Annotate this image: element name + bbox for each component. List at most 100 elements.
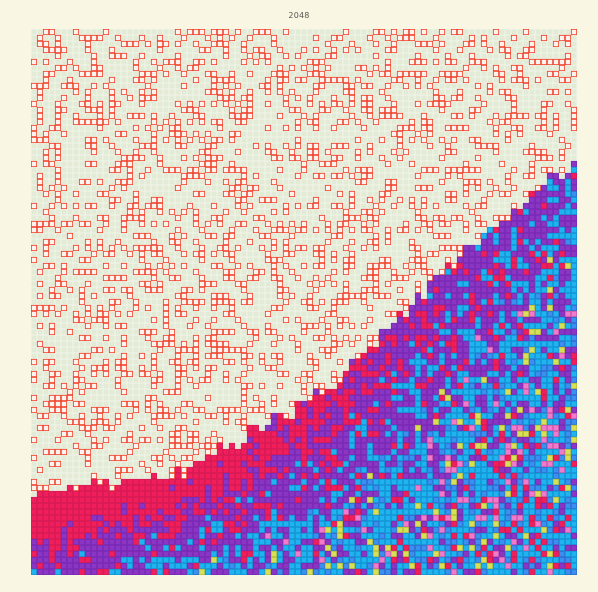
empty-cell [241,143,247,149]
empty-cell [73,293,79,299]
tile [216,136,224,144]
tile [354,76,362,84]
tile [276,544,284,552]
tile [192,340,200,348]
tile [42,250,50,258]
tile [258,532,266,540]
empty-cell [229,377,235,383]
tile [324,52,332,60]
tile [180,400,188,408]
tile [36,178,44,186]
empty-cell [295,149,301,155]
empty-cell [241,83,247,89]
empty-cell [217,323,223,329]
empty-cell [49,257,55,263]
tile [210,160,218,168]
tile [84,550,92,558]
empty-cell [241,365,247,371]
empty-cell [343,149,349,155]
tile [192,382,200,390]
tile [276,220,284,228]
empty-cell [145,239,151,245]
game-board[interactable] [31,29,577,575]
tile [204,448,212,456]
empty-cell [169,155,175,161]
board-grid[interactable] [31,29,577,575]
empty-cell [109,215,115,221]
tile [78,400,86,408]
tile [174,142,182,150]
empty-cell [85,29,91,35]
tile [186,430,194,438]
empty-cell [181,377,187,383]
tile [31,202,38,210]
empty-cell [223,383,229,389]
empty-cell [325,95,331,101]
tile [132,76,140,84]
empty-cell [85,437,91,443]
empty-cell [133,437,139,443]
empty-cell [109,257,115,263]
empty-cell [199,95,205,101]
tile [336,202,344,210]
empty-cell [31,329,37,335]
tile [306,292,314,300]
tile [300,568,308,575]
empty-cell [37,101,43,107]
tile [240,484,248,492]
tile [114,520,122,528]
tile [150,58,158,66]
tile [228,274,236,282]
tile [282,436,290,444]
tile [60,526,68,534]
tile [96,490,104,498]
empty-cell [157,269,163,275]
tile [54,172,62,180]
empty-cell [229,215,235,221]
tile [276,274,284,282]
empty-cell [307,65,313,71]
tile [270,196,278,204]
empty-cell [85,389,91,395]
empty-cell [319,341,325,347]
tile [258,430,266,438]
empty-cell [217,335,223,341]
empty-cell [73,125,79,131]
empty-cell [97,389,103,395]
empty-cell [295,209,301,215]
empty-cell [343,191,349,197]
empty-cell [151,65,157,71]
tile [330,466,338,474]
empty-cell [253,233,259,239]
empty-cell [43,461,49,467]
empty-cell [157,311,163,317]
empty-cell [211,419,217,425]
empty-cell [97,149,103,155]
tile [354,436,362,444]
tile [288,424,296,432]
empty-cell [301,191,307,197]
tile [240,496,248,504]
tile [306,298,314,306]
tile [234,484,242,492]
tile [126,484,134,492]
empty-cell [187,233,193,239]
tile [84,514,92,522]
empty-cell [67,479,73,485]
tile [276,184,284,192]
tile [114,364,122,372]
tile [342,286,350,294]
tile [270,256,278,264]
empty-cell [193,311,199,317]
empty-cell [139,323,145,329]
tile [102,262,110,270]
empty-cell [319,185,325,191]
tile [204,538,212,546]
empty-cell [43,299,49,305]
empty-cell [145,101,151,107]
empty-cell [103,239,109,245]
empty-cell [277,203,283,209]
tile [42,496,50,504]
empty-cell [271,203,277,209]
tile [204,166,212,174]
